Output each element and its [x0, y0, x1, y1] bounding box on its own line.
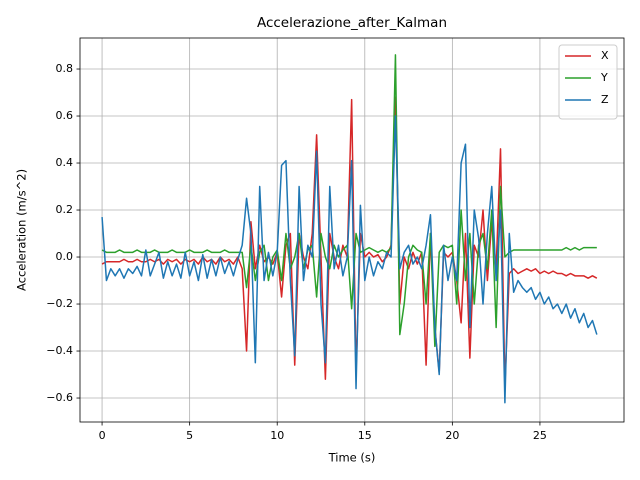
x-tick-label: 0 [99, 429, 106, 442]
series-line [101, 115, 598, 404]
plot-frame [79, 37, 625, 423]
legend-label: Z [601, 93, 609, 106]
y-tick-label: 0.2 [56, 203, 74, 216]
plot-lines [101, 54, 598, 404]
x-axis-label: Time (s) [328, 451, 376, 465]
x-tick-label: 5 [186, 429, 193, 442]
legend: XYZ [558, 44, 618, 120]
y-axis-label: Acceleration (m/s^2) [15, 169, 29, 291]
y-tick-label: 0.0 [56, 250, 74, 263]
y-tick-label: −0.2 [46, 297, 73, 310]
y-tick-label: −0.4 [46, 344, 73, 357]
legend-label: Y [600, 71, 608, 84]
y-tick-label: 0.8 [56, 62, 74, 75]
y-tick-label: −0.6 [46, 391, 73, 404]
chart-title: Accelerazione_after_Kalman [257, 15, 447, 31]
x-tick-label: 10 [270, 429, 284, 442]
x-tick-label: 20 [445, 429, 459, 442]
y-tick-label: 0.4 [56, 156, 74, 169]
y-tick-label: 0.6 [56, 109, 74, 122]
legend-label: X [601, 49, 609, 62]
x-tick-label: 15 [358, 429, 372, 442]
x-tick-label: 25 [533, 429, 547, 442]
